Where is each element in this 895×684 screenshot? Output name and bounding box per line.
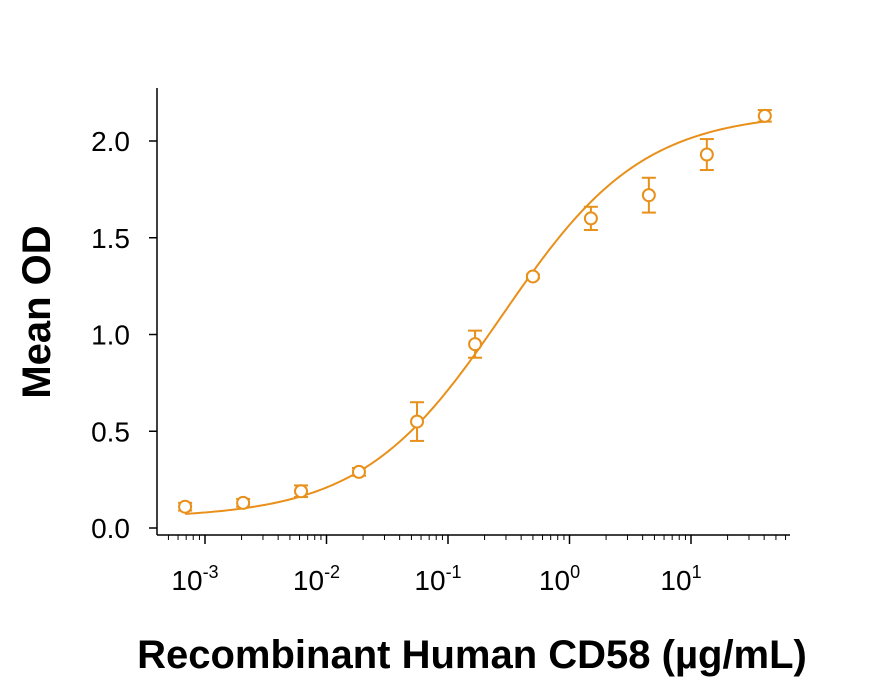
data-marker	[351, 464, 366, 479]
data-point	[178, 499, 193, 514]
data-point	[525, 269, 540, 284]
data-point	[351, 464, 366, 479]
data-points-layer	[178, 108, 772, 514]
fit-curve	[185, 120, 765, 515]
data-marker	[525, 269, 540, 284]
data-point	[410, 401, 425, 442]
y-tick-label: 0.0	[91, 513, 130, 544]
y-axis-title: Mean OD	[15, 225, 59, 398]
x-tick-label: 101	[660, 562, 701, 596]
y-tick-label: 1.0	[91, 320, 130, 351]
data-marker	[641, 188, 656, 203]
x-axis-title: Recombinant Human CD58 (µg/mL)	[137, 633, 807, 677]
data-point	[236, 495, 251, 510]
tick-labels: 0.0 0.5 1.0 1.5 2.0 10-3 10-2 10-1 100 101	[91, 126, 702, 596]
data-marker	[410, 414, 425, 429]
data-marker	[468, 337, 483, 352]
x-tick-label: 10-2	[293, 562, 340, 596]
x-tick-label: 10-3	[171, 562, 218, 596]
data-point	[699, 138, 714, 172]
data-point	[583, 205, 598, 232]
y-tick-label: 2.0	[91, 126, 130, 157]
data-marker	[178, 499, 193, 514]
data-point	[294, 484, 309, 499]
y-tick-label: 1.5	[91, 223, 130, 254]
fit-curve-layer	[185, 120, 765, 515]
axes	[149, 88, 790, 544]
data-marker	[699, 147, 714, 162]
data-point	[641, 176, 656, 214]
x-tick-label: 100	[539, 562, 580, 596]
data-marker	[236, 495, 251, 510]
data-point	[468, 329, 483, 359]
data-marker	[583, 211, 598, 226]
x-tick-label: 10-1	[414, 562, 461, 596]
data-marker	[294, 484, 309, 499]
data-marker	[757, 108, 772, 123]
y-tick-label: 0.5	[91, 416, 130, 447]
data-point	[757, 108, 772, 123]
